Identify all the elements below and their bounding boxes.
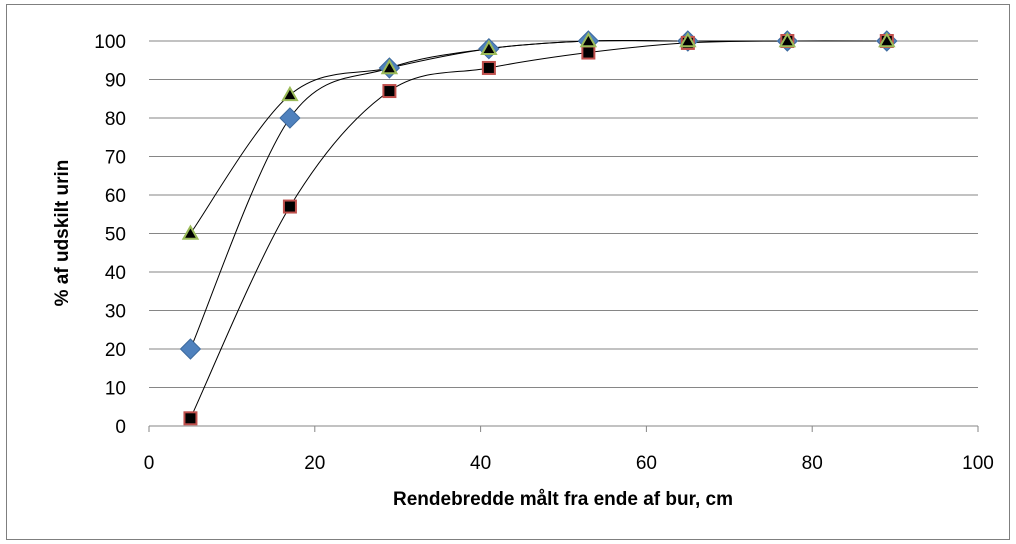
tick-labels: 0 10 20 30 40 50 60 70 80 90 100 0 20 40 60 80 100: [94, 32, 994, 474]
axes: [148, 425, 979, 432]
y-tick-label: 90: [105, 71, 126, 92]
y-tick-label: 40: [105, 263, 126, 284]
y-tick-label: 30: [105, 302, 126, 323]
triangle-marker: [281, 85, 299, 102]
y-tick-label: 80: [105, 109, 126, 130]
square-marker: [581, 45, 596, 60]
grid-lines: [149, 40, 978, 388]
triangle-marker: [181, 224, 200, 240]
x-tick-label: 0: [144, 453, 155, 474]
diamond-marker: [279, 107, 301, 129]
square-marker: [382, 84, 397, 99]
triangle-marker: [778, 31, 797, 48]
square-marker: [481, 60, 496, 75]
y-tick-label: 100: [94, 32, 126, 53]
triangle-marker: [579, 31, 598, 48]
x-tick-label: 60: [636, 453, 657, 474]
x-tick-label: 100: [962, 453, 994, 474]
triangle-marker: [480, 39, 498, 55]
data-markers: [179, 30, 898, 426]
y-tick-label: 50: [105, 225, 126, 246]
x-tick-label: 80: [802, 453, 823, 474]
square-marker: [183, 411, 198, 426]
y-tick-label: 20: [105, 340, 126, 361]
square-marker: [282, 199, 297, 214]
diamond-marker: [179, 338, 202, 360]
x-axis-title: Rendebredde målt fra ende af bur, cm: [393, 489, 733, 510]
triangle-marker: [380, 58, 399, 75]
x-tick-label: 40: [470, 453, 491, 474]
triangle-marker: [679, 31, 697, 48]
y-tick-label: 0: [115, 417, 126, 438]
y-tick-label: 10: [105, 379, 126, 400]
y-tick-label: 70: [105, 148, 126, 169]
y-axis-title: % af udskilt urin: [52, 160, 73, 307]
triangle-marker: [878, 31, 896, 48]
y-tick-label: 60: [105, 186, 126, 207]
x-tick-label: 20: [304, 453, 325, 474]
